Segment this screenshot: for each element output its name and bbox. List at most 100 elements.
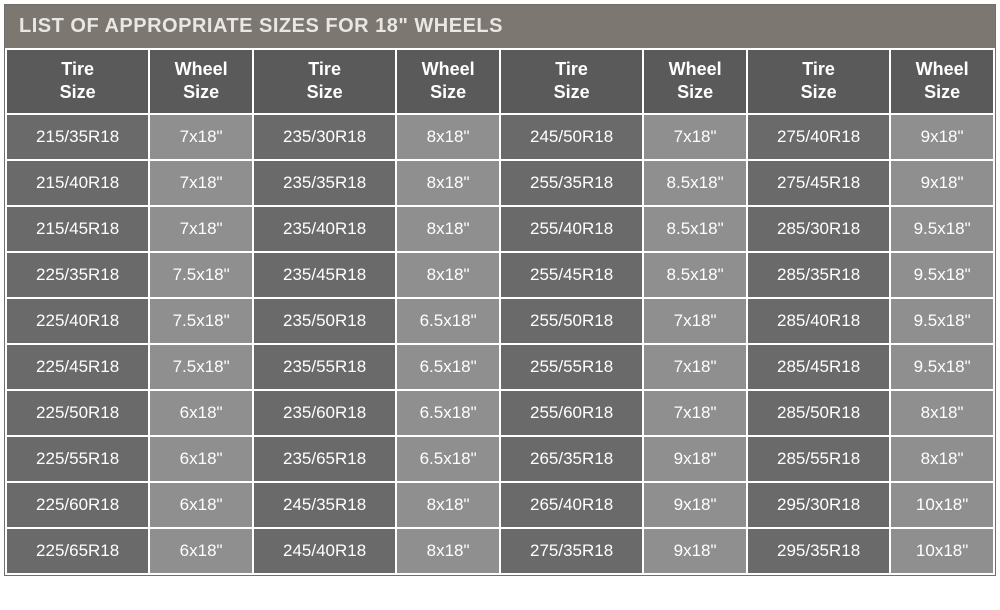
col-header-tire: TireSize (500, 49, 643, 114)
table-body: 215/35R187x18"235/30R188x18"245/50R187x1… (6, 114, 994, 574)
wheel-size-cell: 6.5x18" (396, 298, 500, 344)
wheel-size-cell: 7x18" (149, 206, 253, 252)
tire-size-cell: 255/45R18 (500, 252, 643, 298)
tire-size-cell: 245/35R18 (253, 482, 396, 528)
tire-size-cell: 255/55R18 (500, 344, 643, 390)
tire-size-cell: 295/30R18 (747, 482, 890, 528)
tire-size-cell: 275/40R18 (747, 114, 890, 160)
tire-size-cell: 225/40R18 (6, 298, 149, 344)
wheel-size-cell: 9.5x18" (890, 206, 994, 252)
wheel-size-cell: 9x18" (643, 482, 747, 528)
tire-size-table: TireSizeWheelSizeTireSizeWheelSizeTireSi… (5, 48, 995, 575)
table-row: 215/45R187x18"235/40R188x18"255/40R188.5… (6, 206, 994, 252)
col-header-wheel: WheelSize (396, 49, 500, 114)
tire-size-cell: 215/45R18 (6, 206, 149, 252)
table-row: 225/40R187.5x18"235/50R186.5x18"255/50R1… (6, 298, 994, 344)
wheel-size-cell: 8x18" (396, 528, 500, 574)
tire-size-cell: 225/35R18 (6, 252, 149, 298)
wheel-size-cell: 9x18" (890, 160, 994, 206)
tire-size-cell: 235/55R18 (253, 344, 396, 390)
wheel-size-cell: 7x18" (643, 298, 747, 344)
tire-size-cell: 285/35R18 (747, 252, 890, 298)
wheel-size-cell: 9.5x18" (890, 344, 994, 390)
table-row: 225/45R187.5x18"235/55R186.5x18"255/55R1… (6, 344, 994, 390)
wheel-size-cell: 6x18" (149, 436, 253, 482)
tire-size-cell: 285/30R18 (747, 206, 890, 252)
table-row: 225/35R187.5x18"235/45R188x18"255/45R188… (6, 252, 994, 298)
table-row: 225/55R186x18"235/65R186.5x18"265/35R189… (6, 436, 994, 482)
tire-size-cell: 255/40R18 (500, 206, 643, 252)
wheel-size-cell: 8x18" (396, 206, 500, 252)
tire-size-cell: 225/55R18 (6, 436, 149, 482)
tire-size-cell: 285/50R18 (747, 390, 890, 436)
wheel-size-cell: 7x18" (643, 390, 747, 436)
tire-size-cell: 275/45R18 (747, 160, 890, 206)
wheel-size-cell: 10x18" (890, 528, 994, 574)
tire-size-cell: 295/35R18 (747, 528, 890, 574)
wheel-size-cell: 7x18" (643, 114, 747, 160)
wheel-size-cell: 9x18" (643, 436, 747, 482)
col-header-tire: TireSize (253, 49, 396, 114)
tire-size-cell: 255/50R18 (500, 298, 643, 344)
col-header-wheel: WheelSize (890, 49, 994, 114)
wheel-size-cell: 9.5x18" (890, 298, 994, 344)
tire-size-cell: 235/40R18 (253, 206, 396, 252)
tire-size-cell: 225/60R18 (6, 482, 149, 528)
wheel-size-cell: 7.5x18" (149, 298, 253, 344)
tire-size-cell: 285/45R18 (747, 344, 890, 390)
wheel-size-cell: 7x18" (643, 344, 747, 390)
col-header-wheel: WheelSize (149, 49, 253, 114)
wheel-size-cell: 7.5x18" (149, 344, 253, 390)
tire-size-cell: 285/40R18 (747, 298, 890, 344)
tire-size-cell: 215/35R18 (6, 114, 149, 160)
wheel-size-cell: 9x18" (643, 528, 747, 574)
col-header-wheel: WheelSize (643, 49, 747, 114)
tire-size-cell: 235/50R18 (253, 298, 396, 344)
wheel-size-cell: 6.5x18" (396, 436, 500, 482)
wheel-size-cell: 10x18" (890, 482, 994, 528)
tire-size-cell: 245/40R18 (253, 528, 396, 574)
wheel-size-cell: 9.5x18" (890, 252, 994, 298)
wheel-size-cell: 8.5x18" (643, 252, 747, 298)
table-row: 225/60R186x18"245/35R188x18"265/40R189x1… (6, 482, 994, 528)
wheel-size-cell: 8x18" (890, 390, 994, 436)
wheel-size-cell: 8x18" (396, 252, 500, 298)
table-head: TireSizeWheelSizeTireSizeWheelSizeTireSi… (6, 49, 994, 114)
tire-size-cell: 245/50R18 (500, 114, 643, 160)
tire-size-cell: 235/30R18 (253, 114, 396, 160)
wheel-size-cell: 8x18" (890, 436, 994, 482)
tire-size-cell: 235/65R18 (253, 436, 396, 482)
wheel-size-cell: 6x18" (149, 482, 253, 528)
table-row: 225/65R186x18"245/40R188x18"275/35R189x1… (6, 528, 994, 574)
wheel-size-cell: 8.5x18" (643, 206, 747, 252)
wheel-size-cell: 9x18" (890, 114, 994, 160)
tire-size-table-container: LIST OF APPROPRIATE SIZES FOR 18" WHEELS… (4, 4, 996, 576)
tire-size-cell: 255/60R18 (500, 390, 643, 436)
tire-size-cell: 265/40R18 (500, 482, 643, 528)
tire-size-cell: 235/45R18 (253, 252, 396, 298)
tire-size-cell: 265/35R18 (500, 436, 643, 482)
wheel-size-cell: 8x18" (396, 160, 500, 206)
tire-size-cell: 275/35R18 (500, 528, 643, 574)
tire-size-cell: 215/40R18 (6, 160, 149, 206)
tire-size-cell: 255/35R18 (500, 160, 643, 206)
wheel-size-cell: 6x18" (149, 390, 253, 436)
tire-size-cell: 235/60R18 (253, 390, 396, 436)
col-header-tire: TireSize (6, 49, 149, 114)
table-title: LIST OF APPROPRIATE SIZES FOR 18" WHEELS (5, 5, 995, 48)
table-row: 215/35R187x18"235/30R188x18"245/50R187x1… (6, 114, 994, 160)
wheel-size-cell: 7.5x18" (149, 252, 253, 298)
wheel-size-cell: 6.5x18" (396, 344, 500, 390)
header-row: TireSizeWheelSizeTireSizeWheelSizeTireSi… (6, 49, 994, 114)
wheel-size-cell: 6x18" (149, 528, 253, 574)
tire-size-cell: 225/45R18 (6, 344, 149, 390)
table-row: 215/40R187x18"235/35R188x18"255/35R188.5… (6, 160, 994, 206)
wheel-size-cell: 8x18" (396, 114, 500, 160)
wheel-size-cell: 8.5x18" (643, 160, 747, 206)
tire-size-cell: 225/50R18 (6, 390, 149, 436)
tire-size-cell: 285/55R18 (747, 436, 890, 482)
wheel-size-cell: 7x18" (149, 114, 253, 160)
tire-size-cell: 225/65R18 (6, 528, 149, 574)
wheel-size-cell: 7x18" (149, 160, 253, 206)
wheel-size-cell: 8x18" (396, 482, 500, 528)
